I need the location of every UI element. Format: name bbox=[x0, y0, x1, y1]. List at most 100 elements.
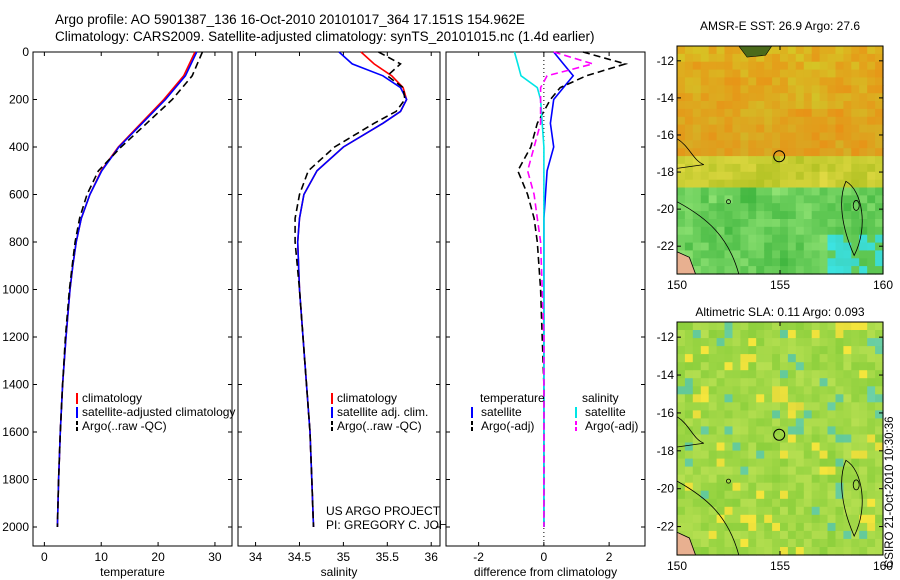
map-cell bbox=[803, 250, 813, 259]
map-cell bbox=[819, 258, 829, 267]
map-cell bbox=[748, 522, 757, 532]
map-cell bbox=[716, 370, 726, 379]
map-cell bbox=[724, 514, 733, 524]
map-cell bbox=[724, 203, 733, 212]
map-cell bbox=[819, 522, 829, 532]
map-cell bbox=[811, 522, 821, 532]
map-cell bbox=[772, 234, 781, 244]
legend-label: satellite-adjusted climatology bbox=[82, 405, 235, 419]
map-cell bbox=[859, 378, 868, 387]
map-cell bbox=[700, 266, 710, 275]
map-cell bbox=[851, 163, 860, 173]
map-cell bbox=[819, 211, 829, 220]
map-cell bbox=[748, 219, 757, 228]
map-cell bbox=[819, 514, 829, 524]
map-cell bbox=[835, 386, 844, 395]
map-cell bbox=[780, 330, 789, 339]
map-cell bbox=[700, 538, 710, 548]
map-cell bbox=[795, 474, 805, 484]
map-cell bbox=[867, 171, 876, 181]
map-cell bbox=[764, 124, 773, 134]
map-cell bbox=[756, 171, 765, 181]
map-cell bbox=[748, 140, 757, 149]
map-cell bbox=[811, 203, 821, 212]
map-cell bbox=[732, 474, 741, 484]
map-cell bbox=[803, 140, 813, 149]
map-cell bbox=[732, 426, 741, 435]
map-cell bbox=[708, 77, 718, 86]
map-cell bbox=[803, 386, 813, 395]
map-cell bbox=[827, 378, 836, 387]
map-cell bbox=[875, 354, 884, 363]
map-cell bbox=[851, 140, 860, 149]
y-tick-label: 1200 bbox=[2, 330, 29, 344]
map-cell bbox=[843, 402, 852, 411]
x-tick-label: 30 bbox=[208, 550, 222, 564]
map-cell bbox=[835, 530, 844, 540]
map-cell bbox=[748, 124, 757, 134]
map-cell bbox=[772, 53, 781, 63]
map-cell bbox=[819, 530, 829, 540]
map-cell bbox=[716, 101, 726, 110]
map-cell bbox=[811, 148, 821, 157]
map-cell bbox=[859, 450, 868, 460]
map-cell bbox=[875, 346, 884, 355]
x-tick-label: 150 bbox=[667, 559, 687, 573]
map-cell bbox=[740, 148, 749, 157]
map-cell bbox=[803, 46, 813, 55]
map-cell bbox=[740, 85, 749, 94]
map-cell bbox=[859, 522, 868, 532]
map-cell bbox=[764, 538, 773, 548]
map-cell bbox=[692, 378, 702, 387]
map-cell bbox=[780, 418, 789, 427]
map-cell bbox=[867, 330, 876, 339]
map-cell bbox=[867, 124, 876, 134]
map-cell bbox=[795, 234, 805, 244]
map-cell bbox=[772, 410, 781, 419]
map-cell bbox=[716, 195, 726, 204]
map-cell bbox=[716, 322, 726, 331]
map-cell bbox=[859, 53, 868, 63]
map-cell bbox=[716, 163, 726, 173]
map-cell bbox=[875, 458, 884, 468]
map-cell bbox=[692, 402, 702, 411]
map-cell bbox=[724, 101, 733, 110]
map-cell bbox=[795, 163, 805, 173]
map-cell bbox=[708, 258, 718, 267]
map-cell bbox=[708, 514, 718, 524]
map-cell bbox=[764, 362, 773, 371]
map-cell bbox=[692, 242, 702, 252]
map-cell bbox=[724, 69, 733, 79]
map-cell bbox=[859, 69, 868, 79]
y-tick-label: 1600 bbox=[2, 425, 29, 439]
map-cell bbox=[677, 322, 686, 331]
map-cell bbox=[875, 474, 884, 484]
map-cell bbox=[756, 482, 765, 492]
map-cell bbox=[692, 322, 702, 331]
map-cell bbox=[819, 450, 829, 460]
map-cell bbox=[843, 77, 852, 86]
map-cell bbox=[843, 410, 852, 419]
map-cell bbox=[875, 370, 884, 379]
map-cell bbox=[875, 338, 884, 347]
map-cell bbox=[795, 187, 805, 196]
map-cell bbox=[811, 226, 821, 236]
map-cell bbox=[827, 266, 836, 275]
map-cell bbox=[795, 140, 805, 149]
map-cell bbox=[692, 124, 702, 134]
map-cell bbox=[708, 140, 718, 149]
map-cell bbox=[843, 61, 852, 71]
map-cell bbox=[772, 474, 781, 484]
map-cell bbox=[708, 219, 718, 228]
map-cell bbox=[859, 514, 868, 524]
map-cell bbox=[867, 378, 876, 387]
map-cell bbox=[811, 378, 821, 387]
map-cell bbox=[843, 46, 852, 55]
map-cell bbox=[724, 140, 733, 149]
map-cell bbox=[764, 402, 773, 411]
map-cell bbox=[875, 211, 884, 220]
map-cell bbox=[795, 450, 805, 460]
map-cell bbox=[756, 93, 765, 102]
map-cell bbox=[700, 346, 710, 355]
map-cell bbox=[700, 69, 710, 79]
